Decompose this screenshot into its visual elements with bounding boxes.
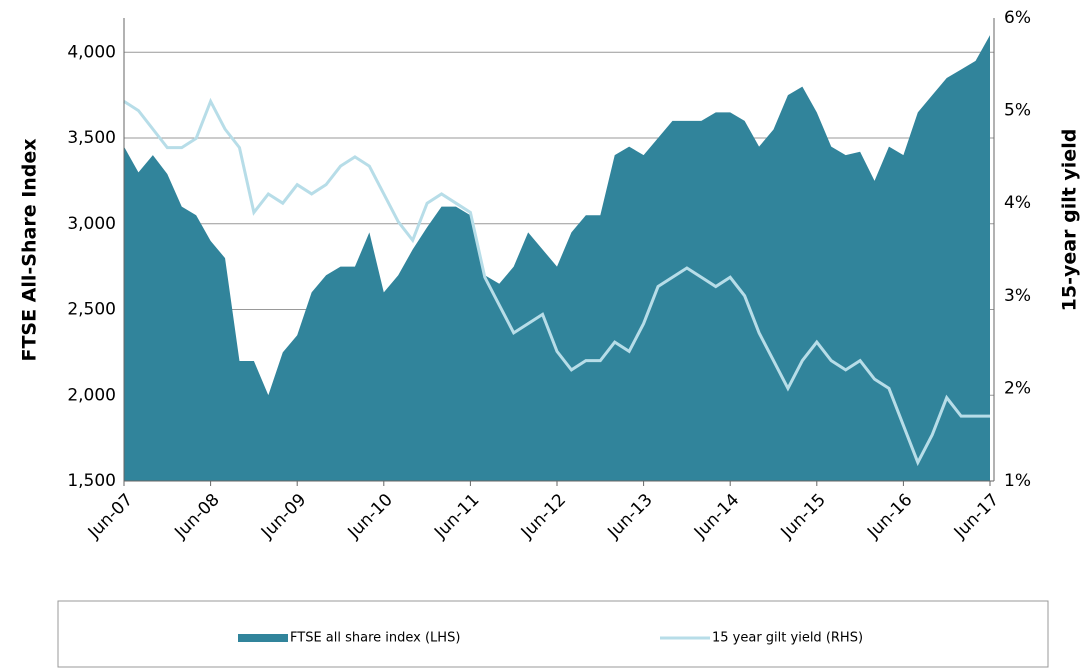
y-tick-label: 4,000: [67, 42, 116, 62]
y-tick-label: 3,500: [67, 128, 116, 148]
legend-label: 15 year gilt yield (RHS): [712, 631, 863, 646]
y-tick-label: 1,500: [67, 471, 116, 491]
legend-swatch: [238, 634, 288, 642]
y-axis-title: FTSE All-Share Index: [19, 138, 41, 361]
y-tick-label: 2,500: [67, 300, 116, 320]
x-tick-label: Jun-17: [950, 490, 1003, 543]
x-tick-label: Jun-14: [690, 490, 743, 543]
y2-tick-label: 4%: [1004, 193, 1031, 213]
x-tick-label: Jun-13: [603, 490, 656, 543]
y2-tick-label: 2%: [1004, 378, 1031, 398]
line: [123, 97, 990, 467]
y-tick-label: 2,000: [67, 385, 116, 405]
x-tick-label: Jun-10: [344, 490, 397, 543]
x-tick-label: Jun-15: [777, 490, 830, 543]
area: [124, 35, 990, 482]
x-tick-label: Jun-16: [863, 490, 916, 543]
y2-tick-label: 6%: [1004, 8, 1031, 28]
legend-box: [57, 600, 1049, 668]
x-tick-label: Jun-08: [170, 490, 223, 543]
x-tick-label: Jun-12: [517, 490, 570, 543]
x-tick-label: Jun-07: [84, 490, 137, 543]
legend-label: FTSE all share index (LHS): [290, 631, 460, 646]
y2-tick-label: 1%: [1004, 471, 1031, 491]
y-tick-label: 3,000: [67, 214, 116, 234]
y2-tick-label: 3%: [1004, 286, 1031, 306]
x-tick-label: Jun-09: [257, 490, 310, 543]
y2-axis-title: 15-year gilt yield: [1059, 129, 1081, 312]
y2-tick-label: 5%: [1004, 101, 1031, 121]
x-tick-label: Jun-11: [430, 490, 483, 543]
